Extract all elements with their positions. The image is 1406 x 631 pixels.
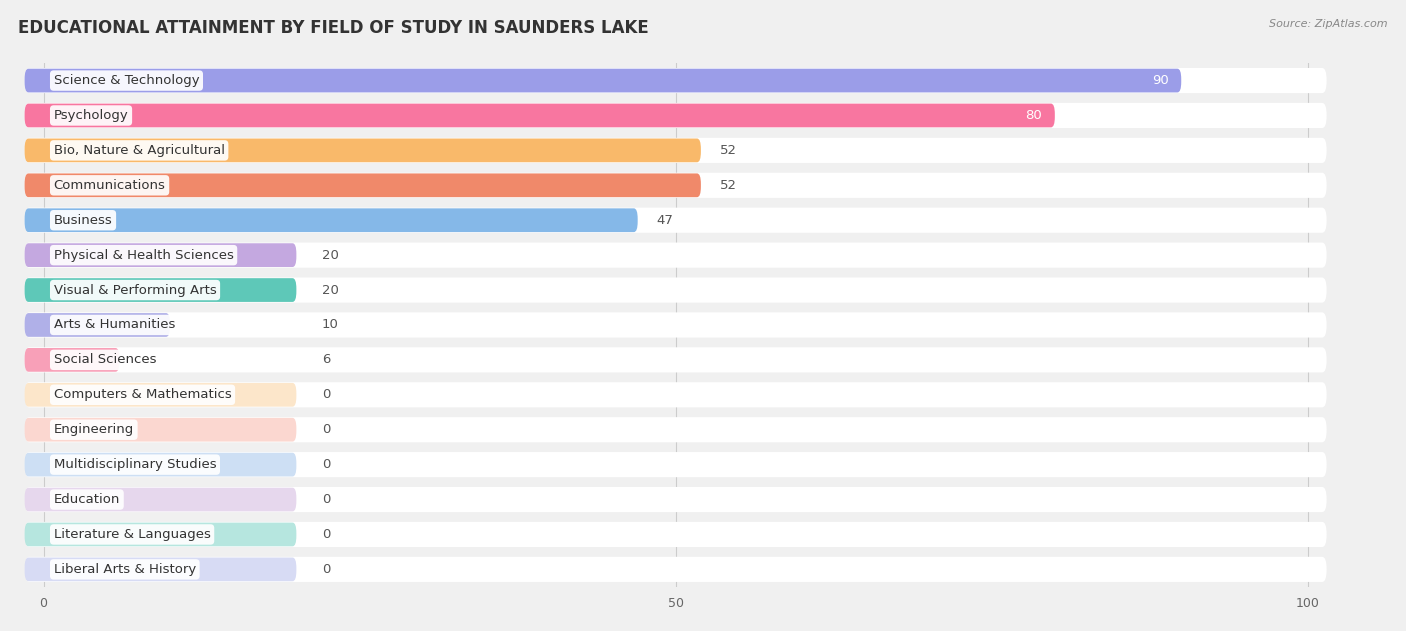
- Text: 90: 90: [1152, 74, 1168, 87]
- Text: Arts & Humanities: Arts & Humanities: [53, 319, 176, 331]
- Text: Education: Education: [53, 493, 120, 506]
- FancyBboxPatch shape: [24, 453, 297, 476]
- FancyBboxPatch shape: [24, 244, 297, 267]
- Text: 0: 0: [322, 563, 330, 576]
- Text: 0: 0: [322, 388, 330, 401]
- FancyBboxPatch shape: [24, 348, 120, 372]
- FancyBboxPatch shape: [24, 173, 1327, 198]
- Text: Computers & Mathematics: Computers & Mathematics: [53, 388, 232, 401]
- Text: 0: 0: [322, 528, 330, 541]
- FancyBboxPatch shape: [24, 208, 638, 232]
- FancyBboxPatch shape: [24, 382, 1327, 408]
- FancyBboxPatch shape: [24, 174, 700, 197]
- FancyBboxPatch shape: [24, 242, 1327, 268]
- Text: 0: 0: [322, 458, 330, 471]
- FancyBboxPatch shape: [24, 522, 297, 546]
- FancyBboxPatch shape: [24, 418, 297, 442]
- FancyBboxPatch shape: [24, 488, 297, 511]
- FancyBboxPatch shape: [24, 557, 1327, 582]
- FancyBboxPatch shape: [24, 487, 1327, 512]
- Text: Literature & Languages: Literature & Languages: [53, 528, 211, 541]
- FancyBboxPatch shape: [24, 452, 1327, 477]
- Text: Science & Technology: Science & Technology: [53, 74, 200, 87]
- FancyBboxPatch shape: [24, 558, 297, 581]
- Text: EDUCATIONAL ATTAINMENT BY FIELD OF STUDY IN SAUNDERS LAKE: EDUCATIONAL ATTAINMENT BY FIELD OF STUDY…: [18, 19, 650, 37]
- Text: 10: 10: [322, 319, 339, 331]
- Text: Liberal Arts & History: Liberal Arts & History: [53, 563, 195, 576]
- Text: Engineering: Engineering: [53, 423, 134, 436]
- FancyBboxPatch shape: [24, 347, 1327, 372]
- Text: Communications: Communications: [53, 179, 166, 192]
- Text: Physical & Health Sciences: Physical & Health Sciences: [53, 249, 233, 262]
- FancyBboxPatch shape: [24, 278, 1327, 303]
- FancyBboxPatch shape: [24, 417, 1327, 442]
- Text: Multidisciplinary Studies: Multidisciplinary Studies: [53, 458, 217, 471]
- FancyBboxPatch shape: [24, 69, 1181, 92]
- Text: Bio, Nature & Agricultural: Bio, Nature & Agricultural: [53, 144, 225, 157]
- Text: 52: 52: [720, 179, 737, 192]
- Text: Source: ZipAtlas.com: Source: ZipAtlas.com: [1270, 19, 1388, 29]
- FancyBboxPatch shape: [24, 312, 1327, 338]
- FancyBboxPatch shape: [24, 313, 170, 337]
- FancyBboxPatch shape: [24, 103, 1327, 128]
- Text: Business: Business: [53, 214, 112, 227]
- FancyBboxPatch shape: [24, 68, 1327, 93]
- FancyBboxPatch shape: [24, 139, 700, 162]
- Text: 47: 47: [657, 214, 673, 227]
- Text: 6: 6: [322, 353, 330, 367]
- Text: Psychology: Psychology: [53, 109, 128, 122]
- Text: 52: 52: [720, 144, 737, 157]
- Text: 20: 20: [322, 249, 339, 262]
- Text: Visual & Performing Arts: Visual & Performing Arts: [53, 283, 217, 297]
- FancyBboxPatch shape: [24, 522, 1327, 547]
- FancyBboxPatch shape: [24, 208, 1327, 233]
- FancyBboxPatch shape: [24, 138, 1327, 163]
- FancyBboxPatch shape: [24, 103, 1054, 127]
- Text: 80: 80: [1025, 109, 1042, 122]
- FancyBboxPatch shape: [24, 383, 297, 406]
- Text: 20: 20: [322, 283, 339, 297]
- FancyBboxPatch shape: [24, 278, 297, 302]
- Text: Social Sciences: Social Sciences: [53, 353, 156, 367]
- Text: 0: 0: [322, 493, 330, 506]
- Text: 0: 0: [322, 423, 330, 436]
